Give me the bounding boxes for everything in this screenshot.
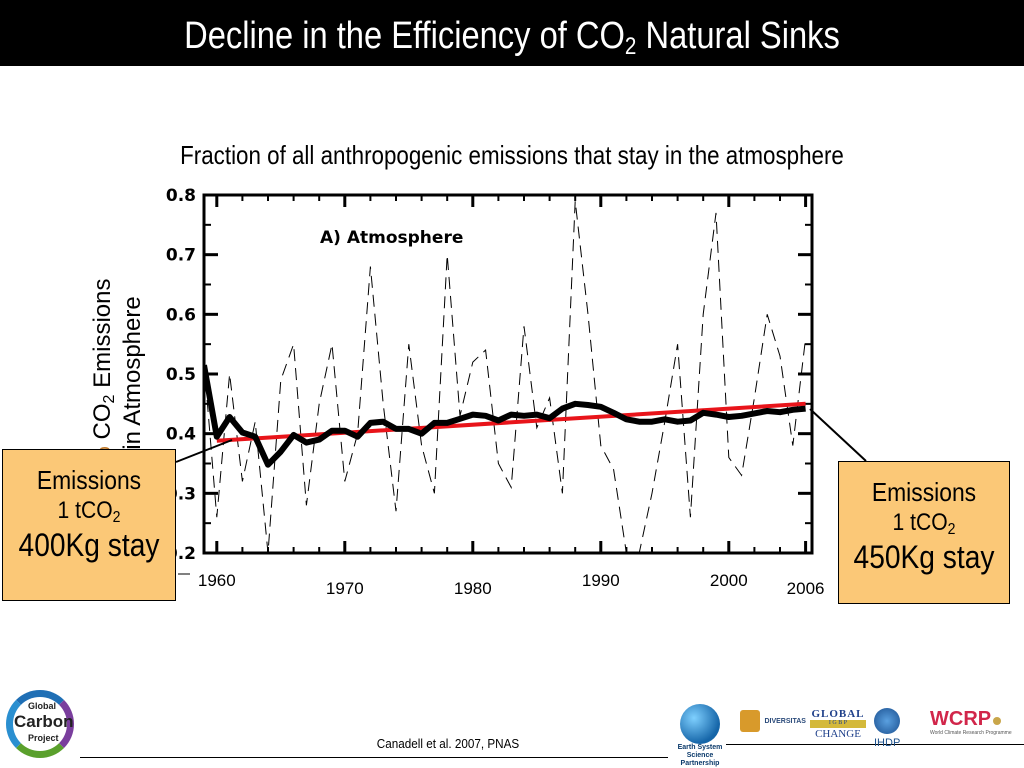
callout-left-label: Emissions <box>36 465 142 495</box>
y-tick-label: 0.6 <box>166 305 196 325</box>
y-tick-label: 0.5 <box>166 365 196 385</box>
x-tick-label: 1980 <box>454 579 492 598</box>
x-tick-label: 2000 <box>710 571 748 590</box>
x-tick-label: 1970 <box>326 579 364 598</box>
callout-left-stay: 400Kg stay <box>18 527 160 563</box>
panel-label: A) Atmosphere <box>320 228 463 248</box>
globe-icon <box>680 704 720 744</box>
callout-connector-right <box>809 408 867 462</box>
series-layer <box>204 200 807 553</box>
y-axis-ticks: 0.20.30.40.50.60.70.8 <box>166 186 812 564</box>
minor-ticks <box>204 194 812 554</box>
x-axis-ticks: 1960 1970 1980 1990 2000 2006 <box>198 195 825 598</box>
series-trend <box>216 401 806 443</box>
citation: Canadell et al. 2007, PNAS <box>376 736 520 751</box>
callout-left-unit: 1 tCO2 <box>57 497 121 526</box>
wcrp-logo: WCRP World Climate Research Programme <box>930 708 1012 736</box>
series-annual-dashed <box>204 200 807 553</box>
x-tick-label: 1990 <box>582 571 620 590</box>
slide-title: Decline in the Efficiency of CO2 Natural… <box>184 15 840 60</box>
x-tick-label: 1960 <box>198 571 236 590</box>
footer-divider-right <box>726 744 1024 745</box>
ihdp-globe-icon <box>874 708 900 734</box>
igbp-logo: GLOBAL I G B P CHANGE <box>810 708 866 740</box>
global-carbon-project-logo: Global Carbon Project <box>4 690 84 766</box>
diversitas-icon <box>740 710 760 732</box>
y-tick-label: 0.7 <box>166 246 196 266</box>
y-tick-label: 0.8 <box>166 186 196 206</box>
title-bar: Decline in the Efficiency of CO2 Natural… <box>0 0 1024 66</box>
chart-subtitle: Fraction of all anthropogenic emissions … <box>180 140 844 170</box>
footer-divider <box>80 757 668 758</box>
callout-2006: Emissions 1 tCO2 450Kg stay <box>838 461 1010 604</box>
callout-right-stay: 450Kg stay <box>853 539 995 575</box>
callout-right-label: Emissions <box>871 477 977 507</box>
callout-right-unit: 1 tCO2 <box>892 509 956 538</box>
x-tick-label: 2006 <box>787 579 825 598</box>
callout-1960: Emissions 1 tCO2 400Kg stay <box>2 449 176 601</box>
gcp-ring-icon <box>6 690 74 758</box>
callout-connector-left <box>175 439 233 463</box>
plot-frame <box>202 193 814 555</box>
ihdp-logo: IHDP <box>874 708 930 749</box>
y-tick-label: 0.4 <box>166 425 196 445</box>
essp-logo: Earth System Science Partnership <box>668 704 732 768</box>
series-smoothed <box>204 364 806 468</box>
diversitas-logo: DIVERSITAS <box>740 710 806 736</box>
